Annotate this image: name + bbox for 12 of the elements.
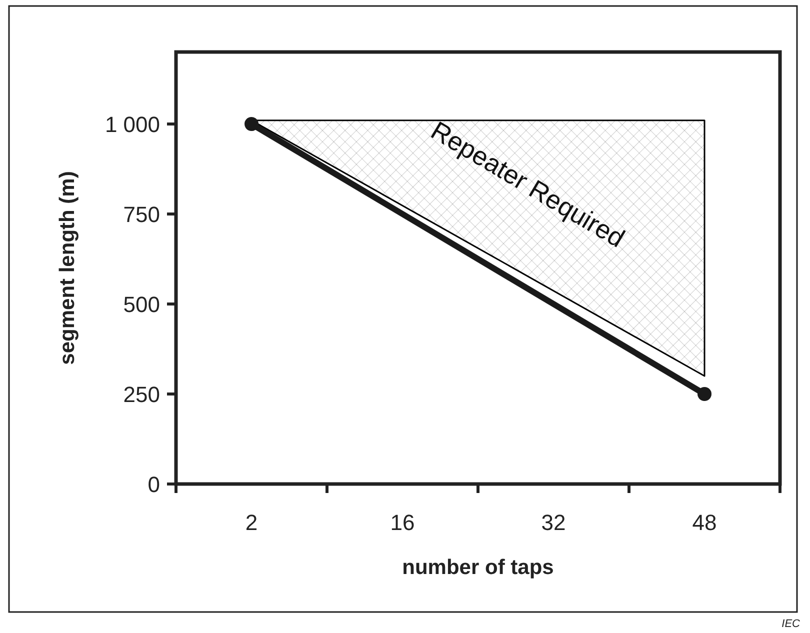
y-tick-label: 0 [148, 472, 160, 497]
y-tick-label: 250 [123, 382, 160, 407]
y-axis-title: segment length (m) [56, 171, 79, 365]
x-tick-label: 16 [390, 510, 415, 535]
x-axis-title: number of taps [402, 556, 554, 579]
x-tick-label: 32 [541, 510, 566, 535]
y-tick-label: 1 000 [104, 112, 160, 137]
x-tick-label: 2 [245, 510, 258, 535]
x-tick-label: 48 [692, 510, 717, 535]
y-tick-label: 500 [123, 292, 160, 317]
text: IEC [782, 618, 800, 630]
y-tick-label: 750 [123, 202, 160, 227]
